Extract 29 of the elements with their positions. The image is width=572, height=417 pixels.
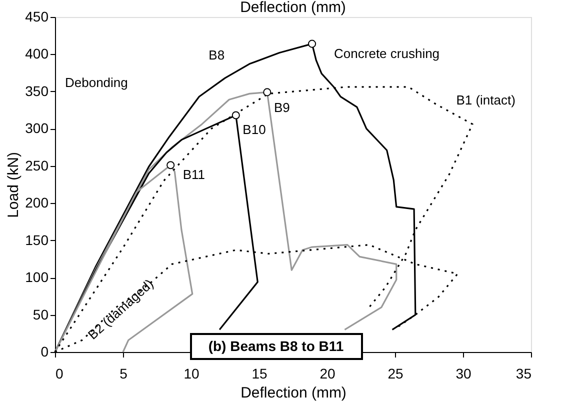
x-tick-label: 10 — [184, 366, 200, 382]
y-tick-label: 250 — [25, 157, 49, 174]
x-tick-label: 15 — [252, 366, 268, 382]
series-label: B8 — [208, 48, 225, 63]
annotation: Debonding — [65, 75, 128, 90]
x-tick-label: 30 — [456, 366, 472, 382]
y-axis-title: Load (kN) — [5, 152, 22, 218]
annotation: Concrete crushing — [334, 46, 440, 61]
x-tick-label: 20 — [320, 366, 336, 382]
x2-axis-title: Deflection (mm) — [240, 0, 346, 16]
annotation: (b) Beams B8 to B11 — [208, 338, 344, 354]
y-tick-label: 350 — [25, 82, 49, 99]
y-tick-label: 100 — [25, 269, 49, 286]
y-tick-label: 150 — [25, 232, 49, 248]
series-label: B11 — [182, 166, 206, 182]
x-tick-label: 5 — [120, 366, 128, 382]
series-label: B9 — [274, 100, 290, 115]
x-tick-label: 35 — [516, 366, 532, 382]
x-axis-title: Deflection (mm) — [240, 384, 346, 402]
series-label: B10 — [242, 122, 266, 138]
y-tick-label: 450 — [25, 8, 49, 24]
x-tick-label: 0 — [56, 366, 64, 382]
y-tick-label: 0 — [40, 344, 49, 360]
x-tick-label: 25 — [388, 366, 404, 382]
series-label: B1 (intact) — [456, 92, 516, 108]
y-tick-label: 50 — [32, 306, 49, 322]
y-tick-label: 400 — [25, 46, 49, 62]
y-tick-label: 200 — [25, 194, 49, 211]
y-tick-label: 300 — [25, 120, 49, 136]
